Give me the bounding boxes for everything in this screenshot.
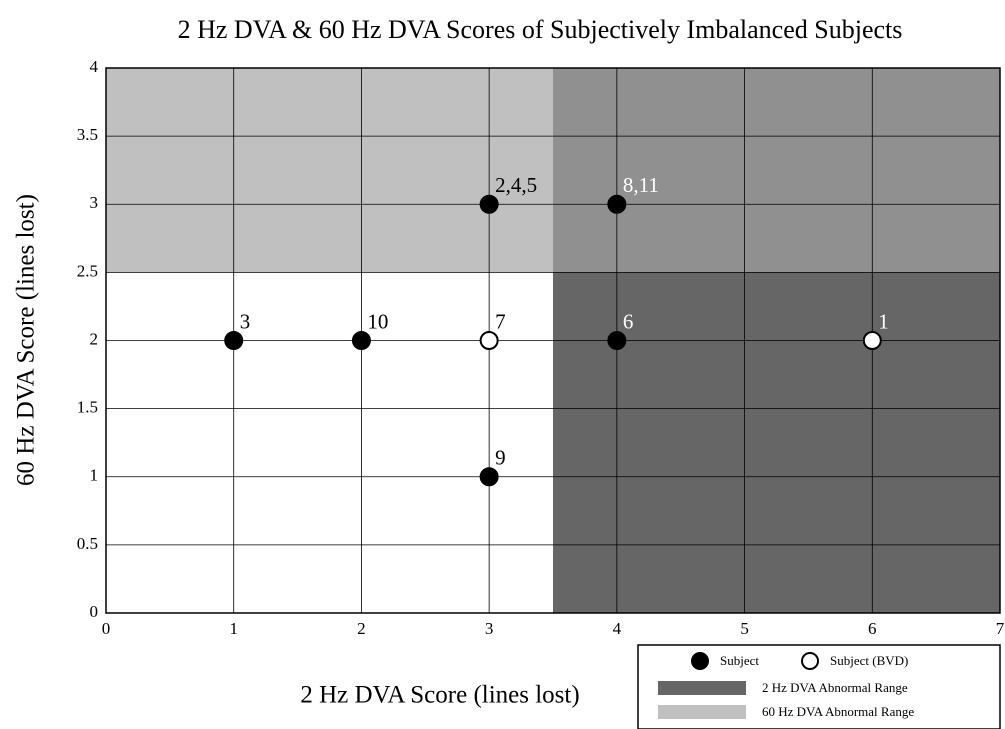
legend-label: 2 Hz DVA Abnormal Range [762,680,908,695]
point [479,467,499,487]
x-tick-label: 6 [868,619,877,638]
chart-title: 2 Hz DVA & 60 Hz DVA Scores of Subjectiv… [178,15,903,44]
y-tick-label: 4 [90,57,99,76]
legend-marker [691,652,709,670]
point [479,194,499,214]
point-label: 3 [240,309,251,333]
legend-label: 60 Hz DVA Abnormal Range [762,704,914,719]
point [862,331,882,350]
plot-frame [105,67,1001,614]
x-tick-label: 2 [357,619,366,638]
region-overlap [553,68,1000,273]
legend-label: Subject [720,653,759,668]
point-label: 9 [495,446,506,470]
legend-marker [801,652,819,670]
x-tick-label: 7 [996,619,1005,638]
y-tick-label: 2.5 [77,261,98,280]
x-tick-label: 3 [485,619,494,638]
region [106,68,1000,273]
point-label: 6 [623,309,634,333]
y-tick-label: 0.5 [77,534,98,553]
point [607,194,627,214]
y-tick-label: 2 [90,329,99,348]
y-tick-label: 0 [90,602,99,621]
y-tick-label: 3.5 [77,125,98,144]
legend-swatch [658,705,746,719]
point-label: 7 [495,309,506,333]
point-label: 10 [367,309,388,333]
y-tick-label: 1 [90,466,99,485]
point [351,331,371,350]
point [479,331,499,350]
y-axis-label: 60 Hz DVA Score (lines lost) [13,194,40,486]
x-tick-label: 0 [102,619,111,638]
point-label: 1 [878,309,889,333]
legend-label: Subject (BVD) [830,653,908,668]
x-tick-label: 4 [613,619,622,638]
point [224,331,244,350]
legend-swatch [658,681,746,695]
y-tick-label: 3 [90,193,99,212]
point-label: 2,4,5 [495,173,537,197]
x-axis-label: 2 Hz DVA Score (lines lost) [300,682,579,709]
point-label: 8,11 [623,173,659,197]
x-tick-label: 5 [740,619,749,638]
y-tick-label: 1.5 [77,398,98,417]
x-tick-label: 1 [229,619,238,638]
point [607,331,627,350]
